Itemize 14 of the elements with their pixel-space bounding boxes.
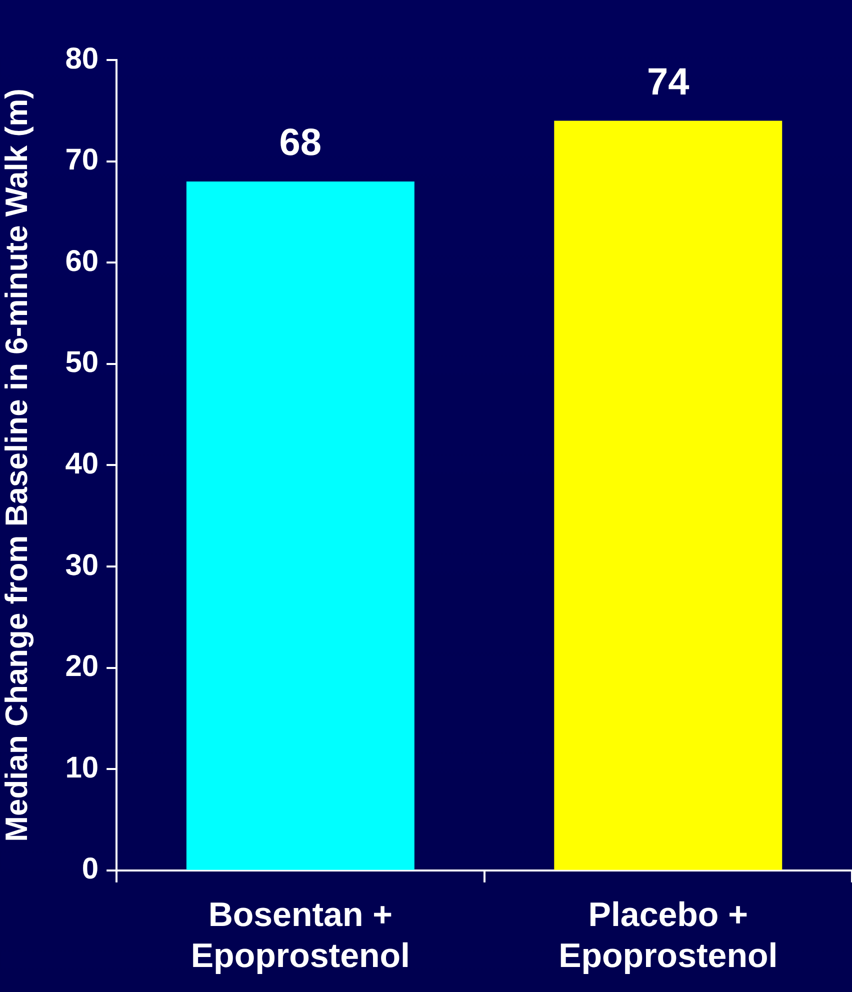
x-tick-label: Placebo + Epoprostenol bbox=[558, 896, 778, 975]
y-axis-title: Median Change from Baseline in 6-minute Walk (m) bbox=[0, 88, 34, 842]
y-tick-label: 0 bbox=[82, 852, 99, 886]
data-label: 74 bbox=[647, 61, 690, 104]
y-tick-label: 40 bbox=[65, 447, 99, 480]
y-tick-label: 80 bbox=[65, 42, 99, 76]
y-tick-label: 50 bbox=[65, 346, 99, 380]
y-tick-label: 30 bbox=[65, 548, 99, 582]
y-tick-label: 10 bbox=[65, 751, 99, 784]
y-tick-label: 70 bbox=[65, 144, 99, 177]
data-label: 68 bbox=[279, 122, 322, 164]
y-tick-label: 60 bbox=[65, 244, 99, 278]
x-tick-label: Bosentan + Epoprostenol bbox=[190, 896, 410, 975]
y-tick-label: 20 bbox=[65, 650, 99, 684]
